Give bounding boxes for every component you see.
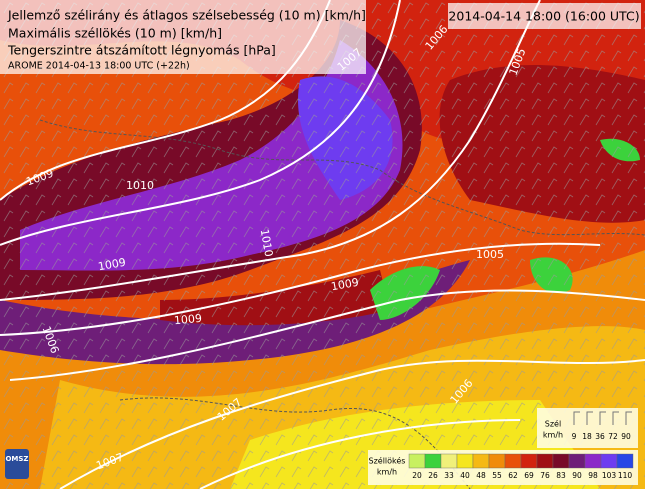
wind-legend: Szél km/h 9 18 36 72 90 [537,408,638,448]
wind-barb-icon [625,411,632,425]
wind-legend-unit: km/h [543,431,563,440]
gust-swatch [408,453,426,469]
gust-swatch [520,453,538,469]
wind-legend-value: 9 [572,432,577,441]
gust-legend-value: 26 [428,471,438,480]
gust-swatch [600,453,618,469]
gust-legend-value: 83 [556,471,566,480]
gust-swatch [456,453,474,469]
gust-legend-value: 48 [476,471,486,480]
wind-barb-icon [612,411,619,425]
logo-text: OMSZ [5,455,28,463]
gust-legend-value: 98 [588,471,598,480]
gust-legend-unit: km/h [377,468,397,477]
isobar-label: 1005 [476,248,504,261]
header-line: Tengerszintre átszámított légnyomás [hPa… [7,43,276,58]
header-line: Maximális széllökés (10 m) [km/h] [8,26,222,41]
gust-legend-value: 33 [444,471,454,480]
logo: OMSZ [5,449,29,479]
gust-legend-value: 55 [492,471,502,480]
gust-swatch [472,453,490,469]
isobar-label: 1009 [330,276,360,294]
gust-swatch [440,453,458,469]
gust-swatch [488,453,506,469]
gust-legend-value: 76 [540,471,550,480]
gust-swatch [504,453,522,469]
borders [39,119,645,490]
wind-barb-icon [599,411,606,425]
gust-legend-value: 20 [412,471,422,480]
wind-legend-value: 36 [595,432,605,441]
isobar-label: 1010 [258,228,276,258]
gust-legend: Széllökés km/h 20 26 33 40 48 55 62 69 76 83 90 98 1… [368,450,638,485]
wind-legend-value: 18 [582,432,592,441]
isobar-label: 1009 [173,312,202,327]
gust-swatch [552,453,570,469]
gust-legend-title: Széllökés [369,456,406,466]
wind-legend-value: 90 [621,432,631,441]
gust-swatch [536,453,554,469]
valid-time: 2014-04-14 18:00 (16:00 UTC) [448,9,639,24]
model-run: AROME 2014-04-13 18:00 UTC (+22h) [8,61,190,72]
wind-legend-title: Szél [545,419,561,429]
gust-swatch [568,453,586,469]
valid-time-box: 2014-04-14 18:00 (16:00 UTC) [448,3,641,29]
header-line: Jellemző szélirány és átlagos szélsebess… [7,8,366,23]
gust-swatch [616,453,634,469]
gust-legend-value: 103 [602,471,617,480]
gust-legend-value: 69 [524,471,534,480]
gust-swatch [424,453,442,469]
header-box: Jellemző szélirány és átlagos szélsebess… [0,0,366,74]
isobar-label: 1009 [97,256,127,274]
gust-swatch [584,453,602,469]
isobar-label: 1010 [126,179,154,192]
gust-legend-value: 62 [508,471,518,480]
wind-barb-icon [586,411,593,425]
gust-legend-value: 110 [618,471,633,480]
gust-legend-value: 40 [460,471,470,480]
wind-barb-icon [573,411,580,425]
wind-legend-value: 72 [608,432,618,441]
gust-legend-value: 90 [572,471,582,480]
